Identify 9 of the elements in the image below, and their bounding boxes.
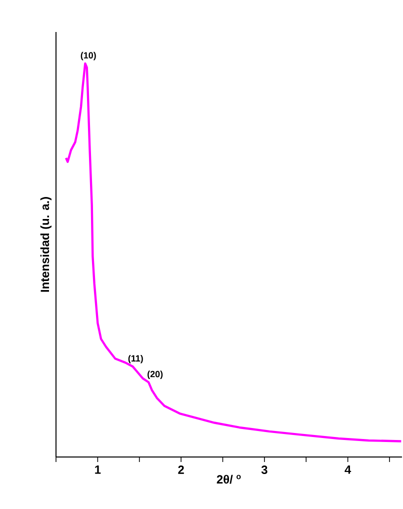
y-axis-title: Intensidad (u. a.): [40, 197, 52, 292]
annotation: (11): [128, 354, 143, 364]
x-tick-label: 2: [178, 466, 184, 474]
x-tick-label: 3: [261, 466, 268, 474]
x-axis-title: 2θ/ $^{o}$: [216, 474, 241, 484]
x-tick-label: 4: [344, 466, 352, 474]
annotation: (10): [80, 52, 96, 60]
x-tick-label: 1: [95, 466, 101, 474]
annotation: (20): [148, 370, 163, 380]
